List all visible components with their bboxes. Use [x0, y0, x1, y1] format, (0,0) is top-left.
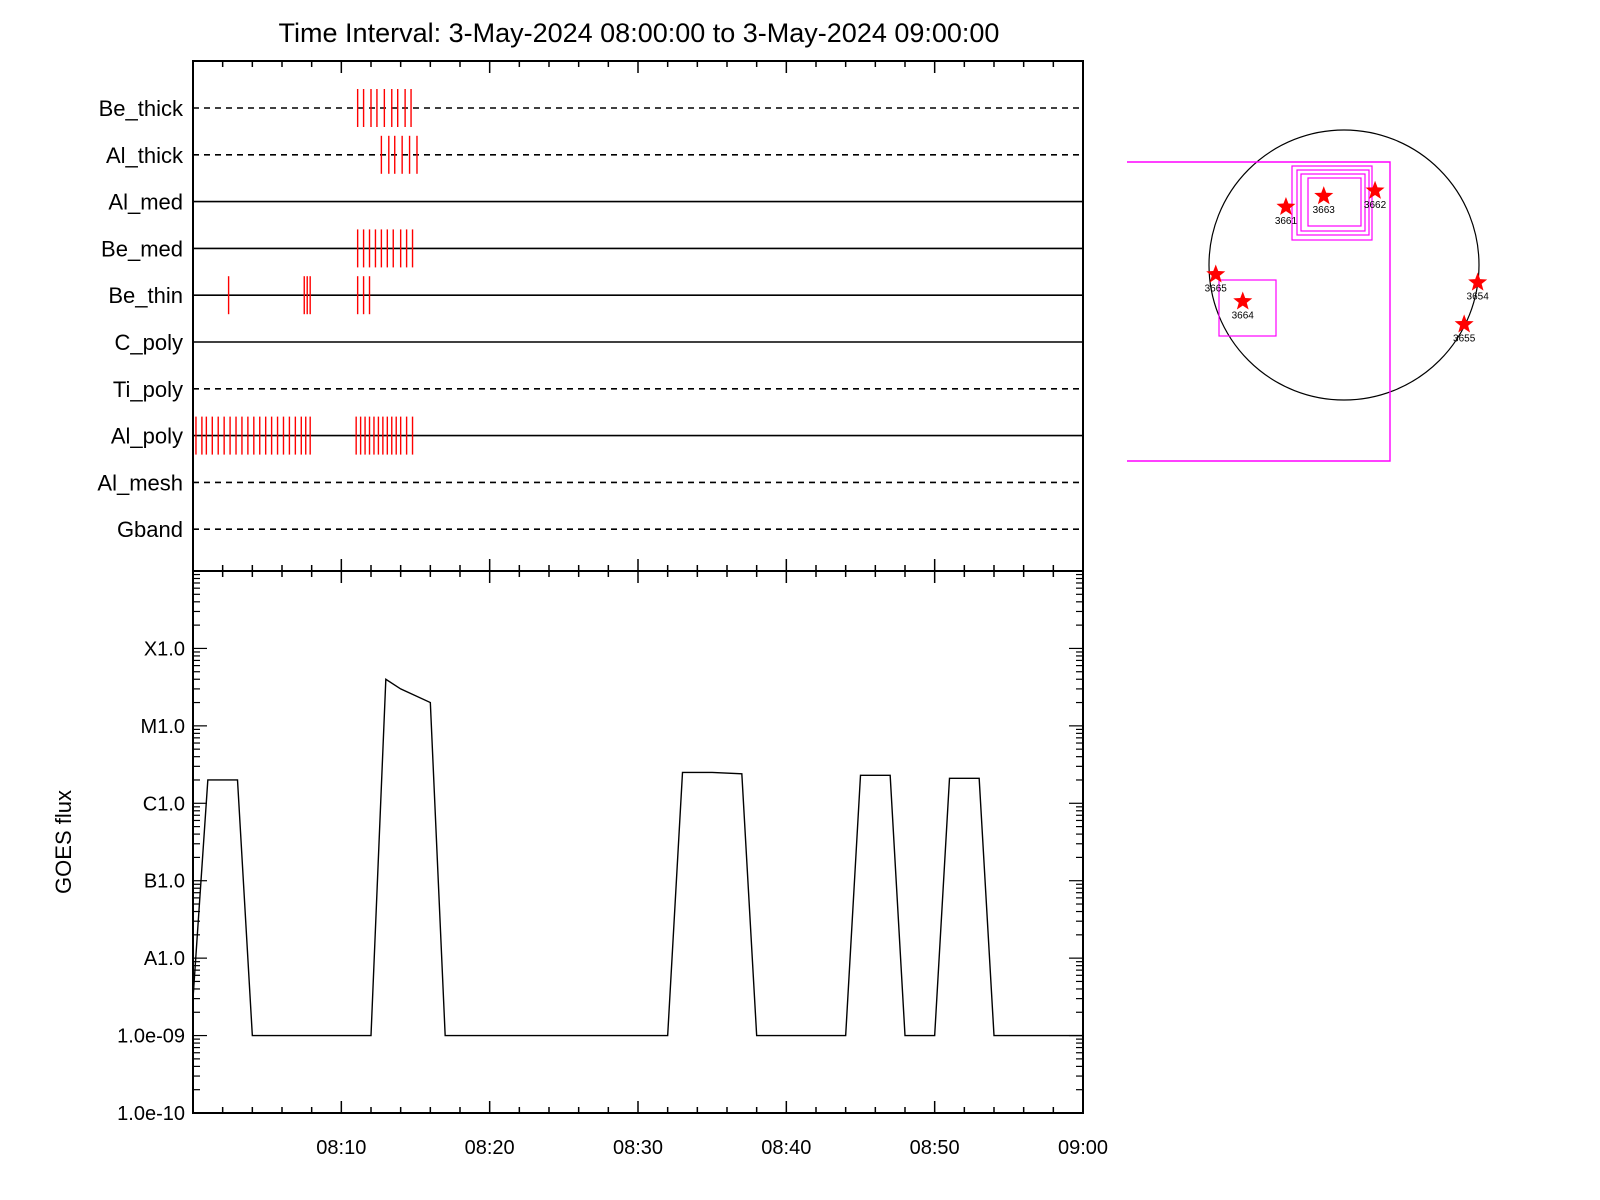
x-tick-label: 08:30	[613, 1137, 663, 1159]
timeline-row-label: Al_thick	[106, 143, 184, 168]
fov-box	[1307, 177, 1362, 227]
active-region-star	[1314, 186, 1334, 205]
fov-box	[1127, 161, 1391, 462]
fov-box	[1300, 173, 1366, 232]
y-tick-label: A1.0	[144, 948, 185, 970]
active-region-label: 3665	[1205, 283, 1228, 294]
x-tick-label: 08:10	[316, 1137, 366, 1159]
y-tick-label: 1.0e-10	[117, 1103, 185, 1125]
solar-disk	[1208, 129, 1480, 401]
active-region-label: 3663	[1313, 205, 1336, 216]
active-region-star	[1454, 314, 1474, 333]
goes-flux-panel: 1.0e-10 1.0e-09 A1.0 B1.0 C1.0 M1.0 X1.0 08:10 0…	[51, 570, 1108, 1159]
event-timeline-panel: Be_thick Al_thick Al_med Be_med Be_thin C_pol…	[97, 60, 1084, 572]
active-region-star	[1206, 264, 1226, 283]
active-region-label: 3664	[1232, 310, 1255, 321]
solar-disk-map: 3661 3663 3662 3665 3664 3654 3655	[1127, 129, 1490, 462]
goes-flux-line	[192, 677, 1083, 1037]
timeline-row-label: Al_mesh	[97, 470, 183, 495]
y-tick-label: B1.0	[144, 871, 185, 893]
timeline-row-label: Al_med	[108, 190, 183, 215]
x-tick-label: 09:00	[1058, 1137, 1108, 1159]
goes-frame	[192, 570, 1084, 1114]
timeline-row-label: Be_med	[101, 236, 183, 261]
x-tick-label: 08:20	[465, 1137, 515, 1159]
timeline-row-label: Be_thick	[99, 96, 184, 121]
y-tick-label: 1.0e-09	[117, 1026, 185, 1048]
active-region-label: 3662	[1364, 200, 1387, 211]
timeline-row-label: C_poly	[115, 330, 183, 355]
active-region-star	[1233, 291, 1253, 310]
timeline-row-label: Al_poly	[111, 424, 183, 449]
active-region-star	[1468, 272, 1488, 291]
timeline-row-label: Ti_poly	[113, 377, 183, 402]
active-region-label: 3654	[1467, 292, 1490, 303]
active-region-star	[1365, 180, 1385, 199]
fov-box	[1218, 279, 1277, 337]
timeline-row-label: Gband	[117, 517, 183, 542]
chart-title: Time Interval: 3-May-2024 08:00:00 to 3-…	[279, 18, 1000, 48]
y-tick-label: C1.0	[143, 793, 185, 815]
y-tick-label: M1.0	[141, 716, 185, 738]
timeline-frame	[192, 60, 1084, 572]
active-region-label: 3655	[1453, 333, 1476, 344]
fov-box	[1291, 165, 1373, 241]
timeline-row-label: Be_thin	[108, 283, 183, 308]
y-tick-label: X1.0	[144, 638, 185, 660]
active-region-star	[1276, 196, 1296, 216]
y-axis-label: GOES flux	[51, 790, 76, 894]
active-region-label: 3661	[1275, 216, 1298, 227]
x-tick-label: 08:40	[761, 1137, 811, 1159]
fov-box	[1296, 169, 1370, 236]
x-tick-label: 08:50	[910, 1137, 960, 1159]
